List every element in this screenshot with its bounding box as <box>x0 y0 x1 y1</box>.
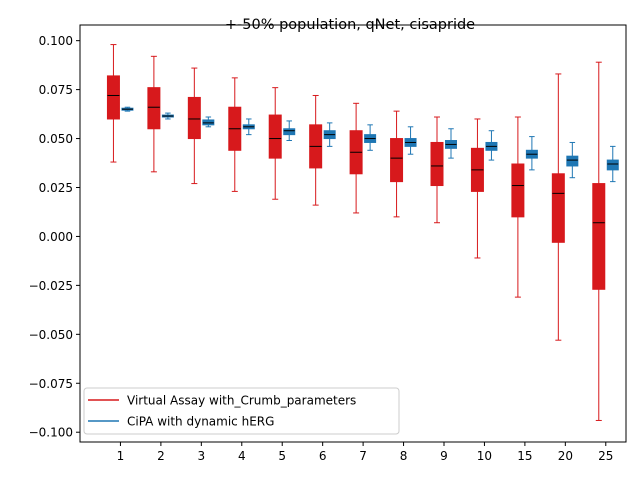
legend-label-virtual-assay: Virtual Assay with_Crumb_parameters <box>127 394 356 408</box>
box-iqr <box>566 155 579 167</box>
box-0-7 <box>349 102 363 214</box>
box-1-2 <box>161 112 174 120</box>
box-1-9 <box>445 128 457 159</box>
box-0-5 <box>268 87 282 200</box>
box-iqr <box>551 173 565 243</box>
x-tick-label: 5 <box>278 449 286 463</box>
y-tick-label: 0.100 <box>39 34 73 48</box>
box-iqr <box>511 163 525 218</box>
y-tick-label: −0.025 <box>29 279 73 293</box>
x-tick-label: 10 <box>477 449 492 463</box>
x-tick-label: 7 <box>359 449 367 463</box>
y-tick-label: 0.000 <box>39 230 73 244</box>
box-iqr <box>147 87 161 130</box>
box-0-8 <box>390 110 404 218</box>
box-0-2 <box>147 55 161 173</box>
box-iqr <box>430 141 444 187</box>
plot-area <box>106 44 619 421</box>
box-iqr <box>606 159 619 171</box>
box-1-5 <box>283 120 296 142</box>
y-tick-label: −0.050 <box>29 328 73 342</box>
box-0-1 <box>106 44 120 163</box>
x-tick-label: 4 <box>238 449 246 463</box>
y-tick-label: −0.100 <box>29 426 73 440</box>
box-iqr <box>592 183 606 290</box>
box-0-20 <box>551 73 565 341</box>
y-tick-label: 0.025 <box>39 181 73 195</box>
box-1-25 <box>606 145 619 183</box>
legend: Virtual Assay with_Crumb_parameters CiPA… <box>83 387 400 435</box>
box-1-4 <box>242 118 255 136</box>
box-1-15 <box>525 136 538 171</box>
box-0-6 <box>309 94 323 206</box>
y-tick-label: 0.050 <box>39 132 73 146</box>
box-0-15 <box>511 116 525 298</box>
box-1-20 <box>566 141 579 179</box>
box-1-10 <box>485 130 498 161</box>
box-iqr <box>187 96 201 140</box>
box-iqr <box>283 128 296 136</box>
box-1-8 <box>404 126 417 155</box>
legend-box <box>83 387 400 435</box>
y-axis: −0.100 −0.075 −0.050 −0.025 0.000 0.025 0.050 0… <box>29 34 80 440</box>
box-0-10 <box>470 118 484 259</box>
box-0-9 <box>430 116 444 224</box>
box-iqr <box>268 114 282 159</box>
box-1-6 <box>323 122 336 147</box>
box-1-1 <box>121 106 134 112</box>
box-0-25 <box>592 61 606 421</box>
x-tick-label: 2 <box>157 449 165 463</box>
x-tick-label: 9 <box>440 449 448 463</box>
box-1-7 <box>364 124 377 151</box>
box-1-3 <box>202 116 215 128</box>
x-tick-label: 1 <box>117 449 125 463</box>
x-tick-label: 20 <box>558 449 573 463</box>
axes-frame <box>79 24 627 443</box>
x-tick-label: 25 <box>598 449 613 463</box>
box-0-3 <box>187 67 201 185</box>
x-tick-label: 15 <box>517 449 532 463</box>
x-axis: 1 2 3 4 5 6 7 8 9 10 15 20 25 <box>117 442 613 463</box>
legend-label-cipa: CiPA with dynamic hERG <box>127 415 274 429</box>
y-tick-label: −0.075 <box>29 377 73 391</box>
x-tick-label: 6 <box>319 449 327 463</box>
x-tick-label: 8 <box>400 449 408 463</box>
box-iqr <box>106 75 120 120</box>
box-iqr <box>390 138 404 183</box>
y-tick-label: 0.075 <box>39 83 73 97</box>
x-tick-label: 3 <box>198 449 206 463</box>
box-0-4 <box>228 77 242 192</box>
